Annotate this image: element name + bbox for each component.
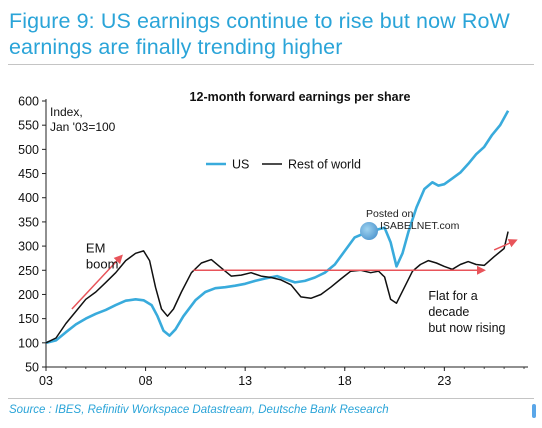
y-tick-label: 100 (18, 336, 39, 350)
title-divider (8, 64, 534, 65)
figure-title: Figure 9: US earnings continue to rise b… (9, 8, 534, 60)
y-tick-label: 550 (18, 119, 39, 133)
annotation-em-boom: EM (86, 240, 106, 255)
watermark-logo-icon (360, 222, 378, 240)
watermark-line-2: ISABELNET.com (380, 220, 460, 232)
y-tick-label: 250 (18, 264, 39, 278)
annotation-flat-decade: but now rising (428, 321, 505, 335)
y-tick-label: 300 (18, 240, 39, 254)
figure-title-line-2: earnings are finally trending higher (9, 35, 343, 59)
source-note: Source : IBES, Refinitiv Workspace Datas… (9, 404, 389, 416)
y-tick-label: 350 (18, 215, 39, 229)
y-tick-label: 400 (18, 191, 39, 205)
footer-divider (8, 398, 534, 399)
x-tick-label: 03 (39, 374, 53, 388)
scroll-handle-icon[interactable] (532, 404, 536, 418)
legend-label-us: US (232, 158, 249, 172)
x-tick-label: 08 (139, 374, 153, 388)
y-tick-label: 500 (18, 143, 39, 157)
y-tick-label: 150 (18, 312, 39, 326)
legend-label-rest-of-world: Rest of world (288, 158, 361, 172)
index-label-line-2: Jan '03=100 (50, 120, 116, 134)
chart-title: 12-month forward earnings per share (190, 90, 411, 104)
series-line-rest-of-world (45, 231, 509, 344)
x-tick-label: 13 (238, 374, 252, 388)
x-tick-label: 18 (338, 374, 352, 388)
figure-title-line-1: Figure 9: US earnings continue to rise b… (9, 9, 510, 33)
y-tick-label: 50 (25, 361, 39, 375)
y-tick-label: 450 (18, 167, 39, 181)
y-tick-label: 600 (18, 95, 39, 109)
annotation-flat-decade: decade (428, 305, 469, 319)
x-tick-label: 23 (437, 374, 451, 388)
annotation-arrow (71, 254, 123, 310)
y-tick-label: 200 (18, 288, 39, 302)
annotation-flat-decade: Flat for a (428, 289, 477, 303)
annotation-em-boom: boom (86, 256, 119, 271)
watermark-line-1: Posted on (366, 208, 414, 220)
watermark: Posted on ISABELNET.com (358, 208, 468, 232)
annotation-arrow (493, 239, 518, 251)
series-line-us (45, 110, 510, 345)
index-label-line-1: Index, (50, 105, 83, 119)
